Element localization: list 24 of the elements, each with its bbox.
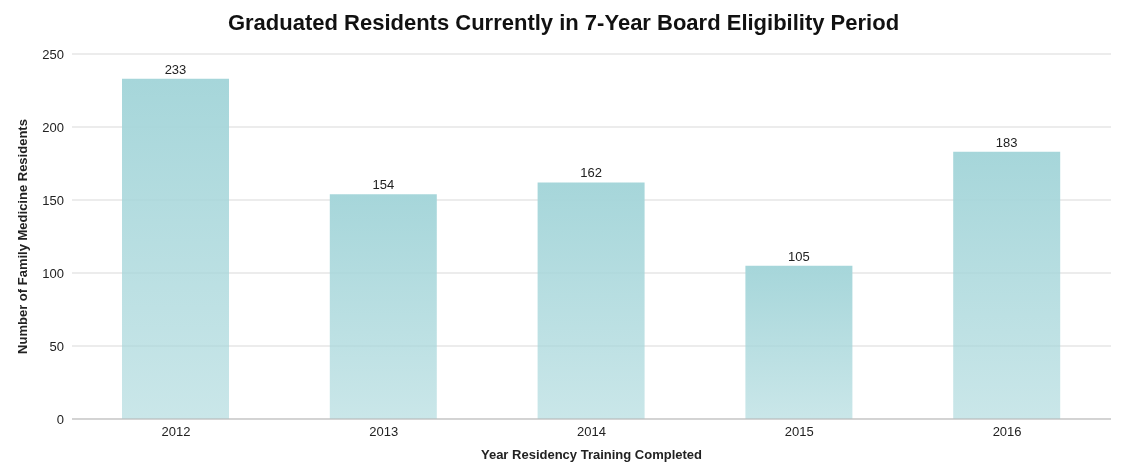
- bar: [122, 78, 229, 419]
- y-tick-label: 200: [42, 119, 64, 135]
- x-tick-label: 2012: [161, 424, 191, 440]
- y-tick-label: 0: [56, 411, 64, 427]
- bar: [537, 182, 645, 419]
- data-label: 162: [580, 165, 602, 181]
- y-tick-label: 50: [49, 338, 64, 354]
- x-tick-label: 2015: [784, 424, 814, 440]
- y-tick-label: 100: [42, 265, 64, 281]
- bar: [745, 265, 853, 419]
- data-label: 154: [372, 177, 395, 193]
- x-axis-title: Year Residency Training Completed: [480, 447, 703, 462]
- y-tick-label: 150: [42, 192, 64, 208]
- chart-title: Graduated Residents Currently in 7-Year Board Eligibility Period: [226, 9, 901, 37]
- data-label: 105: [788, 248, 810, 264]
- y-axis-title: Number of Family Medicine Residents: [14, 119, 30, 354]
- x-tick-label: 2016: [992, 424, 1022, 440]
- data-label: 183: [995, 134, 1018, 150]
- y-tick-label: 250: [42, 46, 64, 62]
- bar: [953, 151, 1061, 419]
- x-tick-label: 2014: [577, 424, 606, 440]
- x-tick-label: 2013: [369, 424, 399, 440]
- bar: [329, 194, 437, 419]
- data-label: 233: [164, 61, 187, 77]
